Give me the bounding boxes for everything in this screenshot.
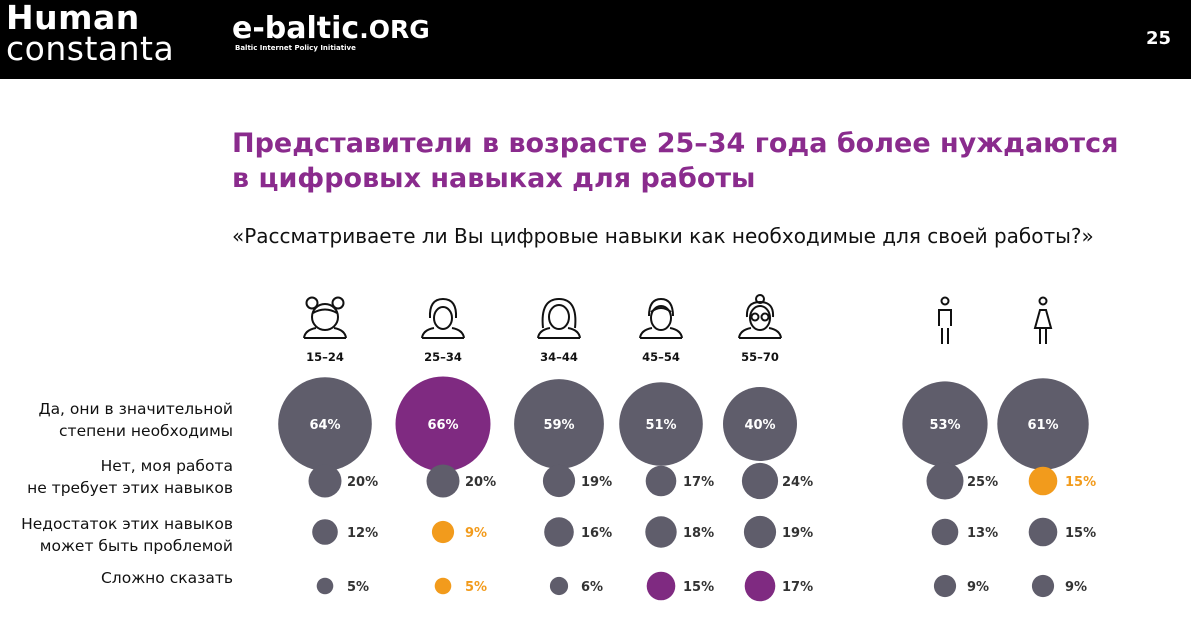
value-label-hard-col5: 17% <box>782 580 813 595</box>
value-label-hard-col7: 9% <box>1065 580 1087 595</box>
title-line2: в цифровых навыках для работы <box>232 163 756 194</box>
bubble-hard-col6 <box>933 574 957 598</box>
bubble-lack-col3 <box>544 517 574 547</box>
column-label-55-70: 55–70 <box>741 350 779 364</box>
value-label-hard-col2: 5% <box>465 580 487 595</box>
bubble-yes-col5 <box>723 387 797 461</box>
column-label-45-54: 45–54 <box>642 350 680 364</box>
value-label-hard-col1: 5% <box>347 580 369 595</box>
row-label-lack-line2: может быть проблемой <box>39 537 233 555</box>
row-label-yes-line2: степени необходимы <box>59 422 233 440</box>
bubble-yes-col2 <box>395 376 491 472</box>
row-label-lack: Недостаток этих навыков может быть пробл… <box>0 513 233 557</box>
female-figure-icon <box>1033 296 1053 344</box>
bubble-lack-col2 <box>431 520 455 544</box>
girl-with-buns-icon <box>303 296 347 339</box>
value-label-hard-col4: 15% <box>683 580 714 595</box>
value-label-lack-col3: 16% <box>581 526 612 541</box>
bubble-hard-col1 <box>316 577 334 595</box>
value-label-lack-col2: 9% <box>465 526 487 541</box>
slide-title: Представители в возрасте 25–34 года боле… <box>232 126 1118 196</box>
woman-long-hair-icon <box>537 297 581 339</box>
value-label-no-col3: 19% <box>581 475 612 490</box>
value-label-yes-col1: 64% <box>309 418 340 433</box>
row-label-no-line1: Нет, моя работа <box>100 457 233 475</box>
bubble-lack-col5 <box>743 515 777 549</box>
bubble-lack-col4 <box>645 516 677 548</box>
logo2-subtitle: Baltic Internet Policy Initiative <box>235 44 356 52</box>
bubble-no-col7 <box>1028 466 1058 496</box>
title-line1: Представители в возрасте 25–34 года боле… <box>232 128 1119 159</box>
row-label-yes-line1: Да, они в значительной <box>38 400 233 418</box>
bubble-no-col5 <box>741 462 779 500</box>
row-label-no: Нет, моя работа не требует этих навыков <box>0 455 233 499</box>
value-label-no-col1: 20% <box>347 475 378 490</box>
bubbles-layer: 64% 20% 12% 5% 66% 20% 9% 5% 59% 19% 16% 6% 51% 17% 18… <box>278 376 1096 602</box>
row-label-lack-line1: Недостаток этих навыков <box>21 515 233 533</box>
bubble-no-col6 <box>926 462 964 500</box>
bubble-hard-col7 <box>1031 574 1055 598</box>
male-figure-icon <box>938 296 952 344</box>
bubble-hard-col3 <box>549 576 569 596</box>
bubble-lack-col6 <box>931 518 959 546</box>
e-baltic-logo: e-baltic.ORG <box>232 12 430 47</box>
bubble-hard-col5 <box>744 570 776 602</box>
older-woman-glasses-icon <box>738 294 782 339</box>
bubble-hard-col2 <box>434 577 452 595</box>
value-label-lack-col5: 19% <box>782 526 813 541</box>
logo-line2: constanta <box>6 29 175 68</box>
column-label-15-24: 15–24 <box>306 350 344 364</box>
value-label-hard-col3: 6% <box>581 580 603 595</box>
value-label-no-col4: 17% <box>683 475 714 490</box>
logo2-main: e-baltic <box>232 11 360 46</box>
row-label-hard: Сложно сказать <box>0 567 233 589</box>
bubble-yes-col6 <box>902 381 988 467</box>
value-label-yes-col7: 61% <box>1027 418 1058 433</box>
value-label-lack-col1: 12% <box>347 526 378 541</box>
bubble-lack-col7 <box>1028 517 1058 547</box>
logo2-tld: .ORG <box>359 15 430 44</box>
young-woman-icon <box>421 297 465 339</box>
middle-aged-woman-icon <box>639 297 683 339</box>
bubble-no-col3 <box>542 464 576 498</box>
logo-line1: Human <box>6 0 140 37</box>
value-label-lack-col6: 13% <box>967 526 998 541</box>
value-label-no-col7: 15% <box>1065 475 1096 490</box>
value-label-yes-col2: 66% <box>427 418 458 433</box>
value-label-no-col5: 24% <box>782 475 813 490</box>
value-label-yes-col5: 40% <box>744 418 775 433</box>
row-label-hard-line1: Сложно сказать <box>100 569 233 587</box>
value-label-hard-col6: 9% <box>967 580 989 595</box>
column-label-25-34: 25–34 <box>424 350 462 364</box>
bubble-no-col4 <box>645 465 677 497</box>
column-label-34-44: 34–44 <box>540 350 578 364</box>
page-number: 25 <box>1145 28 1171 49</box>
bubble-yes-col1 <box>278 377 372 471</box>
row-label-yes: Да, они в значительной степени необходим… <box>0 398 233 442</box>
row-label-no-line2: не требует этих навыков <box>27 479 233 497</box>
bubble-no-col2 <box>426 464 460 498</box>
bubble-yes-col4 <box>619 382 703 466</box>
bubble-yes-col3 <box>514 379 604 469</box>
value-label-lack-col7: 15% <box>1065 526 1096 541</box>
human-constanta-logo: Human constanta <box>6 0 175 68</box>
value-label-no-col6: 25% <box>967 475 998 490</box>
value-label-yes-col6: 53% <box>929 418 960 433</box>
question-subtitle: «Рассматриваете ли Вы цифровые навыки ка… <box>232 224 1094 248</box>
bubble-lack-col1 <box>312 519 338 545</box>
value-label-yes-col4: 51% <box>645 418 676 433</box>
bubble-no-col1 <box>308 464 342 498</box>
value-label-no-col2: 20% <box>465 475 496 490</box>
value-label-lack-col4: 18% <box>683 526 714 541</box>
bubble-hard-col4 <box>646 571 676 601</box>
bubble-yes-col7 <box>997 378 1089 470</box>
value-label-yes-col3: 59% <box>543 418 574 433</box>
header-bar: Human constanta e-baltic.ORG Baltic Inte… <box>0 0 1191 79</box>
